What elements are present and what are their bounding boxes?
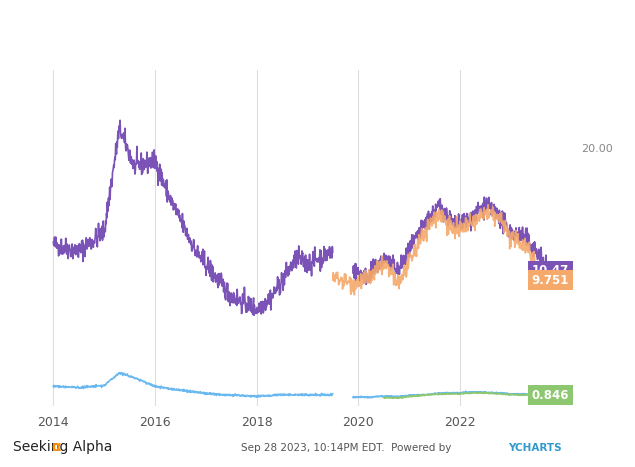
Text: Sep 28 2023, 10:14PM EDT.  Powered by: Sep 28 2023, 10:14PM EDT. Powered by <box>241 443 455 453</box>
Text: 0.890: 0.890 <box>531 388 569 401</box>
Text: YCHARTS: YCHARTS <box>508 443 561 453</box>
Text: 9.751: 9.751 <box>531 274 569 287</box>
Text: 0.846: 0.846 <box>531 389 569 402</box>
Text: 10.47: 10.47 <box>531 264 569 277</box>
Text: Seeking Alpha: Seeking Alpha <box>13 439 112 453</box>
Text: α: α <box>13 439 61 453</box>
